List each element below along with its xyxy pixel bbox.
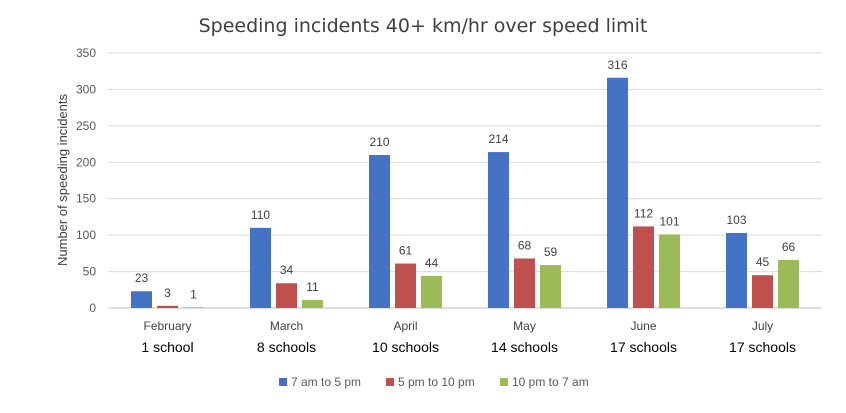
data-label: 110 (251, 208, 270, 222)
bar (131, 291, 152, 308)
bars: 23 3 1 110 34 11 210 61 44 214 68 59 316 112 101 103 45 6… (131, 58, 799, 309)
x-subcategory-label: 14 schools (491, 339, 558, 355)
bar (752, 275, 773, 308)
y-tick-label: 250 (76, 119, 96, 133)
bar (607, 77, 628, 309)
data-label: 23 (135, 271, 149, 285)
bar (302, 299, 323, 308)
chart-title: Speeding incidents 40+ km/hr over speed … (199, 15, 648, 37)
bar (488, 152, 509, 308)
x-subcategory-label: 10 schools (372, 339, 439, 355)
gridlines (108, 52, 822, 309)
data-label: 34 (280, 263, 294, 277)
y-tick-label: 100 (76, 228, 96, 242)
bar (395, 263, 416, 308)
x-subcategory-label: 17 schools (610, 339, 677, 355)
x-subcategory-label: 17 schools (729, 339, 796, 355)
bar (421, 275, 442, 308)
data-label: 59 (544, 245, 558, 259)
bar (540, 265, 561, 308)
y-tick-label: 0 (89, 301, 96, 315)
data-label: 214 (488, 132, 508, 146)
legend-entry: 10 pm to 7 am (512, 375, 589, 389)
data-label: 101 (659, 214, 679, 228)
y-tick-label: 150 (76, 192, 96, 206)
legend-swatch (386, 378, 394, 386)
x-tick-label: April (393, 319, 417, 333)
bar (633, 226, 654, 308)
x-tick-label: February (143, 319, 191, 333)
data-label: 66 (782, 240, 796, 254)
y-axis-label: Number of speeding incidents (55, 94, 70, 266)
legend-swatch (500, 378, 508, 386)
data-label: 1 (190, 287, 197, 301)
data-label: 316 (607, 58, 627, 72)
x-subcategory-label: 1 school (141, 339, 193, 355)
bar (369, 155, 390, 308)
x-tick-label: May (513, 319, 536, 333)
bar (778, 259, 799, 308)
data-label: 44 (425, 256, 439, 270)
legend-entry: 7 am to 5 pm (291, 375, 361, 389)
data-label: 103 (726, 213, 746, 227)
x-tick-label: March (270, 319, 303, 333)
bar (157, 305, 178, 308)
legend-swatch (279, 378, 287, 386)
data-label: 11 (306, 280, 319, 294)
bar (726, 232, 747, 308)
x-subcategory-label: 8 schools (257, 339, 316, 355)
y-tick-label: 300 (76, 82, 96, 96)
x-tick-label: July (752, 319, 773, 333)
bar (276, 283, 297, 308)
y-tick-label: 350 (76, 46, 96, 60)
data-label: 68 (518, 238, 532, 252)
data-label: 61 (399, 244, 413, 258)
x-tick-label: June (630, 319, 656, 333)
data-label: 112 (634, 206, 653, 220)
data-label: 3 (164, 286, 171, 300)
bar (659, 234, 680, 308)
data-label: 210 (369, 135, 389, 149)
y-tick-label: 200 (76, 155, 96, 169)
y-axis-ticks: 0 50 100 150 200 250 300 350 (76, 46, 96, 315)
data-label: 45 (756, 255, 770, 269)
x-axis-labels: February 1 school March 8 schools April 10 sc… (141, 319, 796, 355)
legend: 7 am to 5 pm 5 pm to 10 pm 10 pm to 7 am (279, 375, 589, 389)
bar (514, 258, 535, 308)
bar (183, 307, 204, 308)
y-tick-label: 50 (83, 265, 97, 279)
legend-entry: 5 pm to 10 pm (398, 375, 475, 389)
bar (250, 227, 271, 308)
